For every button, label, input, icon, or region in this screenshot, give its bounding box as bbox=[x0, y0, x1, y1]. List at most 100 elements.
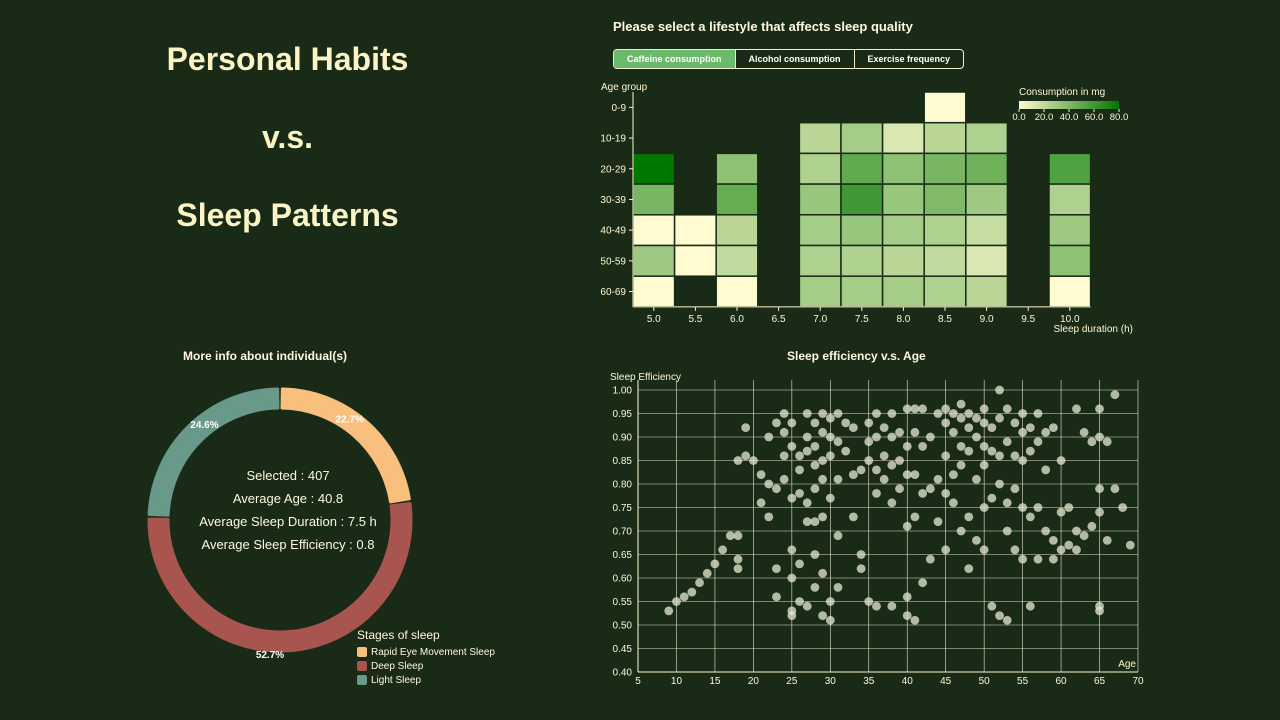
legend-label: Light Sleep bbox=[371, 674, 422, 686]
heatmap-cell bbox=[923, 244, 967, 277]
heatmap-cell bbox=[881, 214, 925, 247]
scatter-point bbox=[818, 427, 828, 437]
heatmap-y-tick-label: 50-59 bbox=[600, 256, 626, 267]
heatmap-cell bbox=[965, 275, 1009, 308]
scatter-point bbox=[1072, 545, 1081, 555]
heatmap-cell bbox=[923, 183, 967, 216]
scatter-point bbox=[687, 587, 697, 597]
heatmap-y-tick-label: 20-29 bbox=[600, 164, 626, 175]
scatter-point bbox=[910, 615, 920, 625]
scatter-point bbox=[795, 559, 804, 569]
scatter-point bbox=[1033, 437, 1043, 447]
heatmap-legend-title: Consumption in mg bbox=[1019, 87, 1105, 98]
scatter-point bbox=[741, 451, 751, 461]
scatter-point bbox=[887, 460, 897, 470]
scatter-point bbox=[848, 512, 858, 522]
scatter-point bbox=[856, 465, 866, 475]
donut-slice-label: 22.7% bbox=[335, 415, 363, 426]
heatmap-cell bbox=[798, 152, 842, 185]
scatter-chart: 0.40 0.45 0.50 0.55 0.60 0.65 0.70 0.75 0.80 0.85… bbox=[610, 372, 1144, 687]
scatter-point bbox=[979, 442, 989, 451]
scatter-point bbox=[810, 460, 820, 470]
scatter-point bbox=[987, 446, 997, 456]
heatmap-cell bbox=[715, 275, 759, 308]
page-title-line1: Personal Habits bbox=[166, 41, 409, 77]
scatter-point bbox=[1002, 498, 1012, 508]
scatter-point bbox=[802, 409, 812, 418]
scatter-point bbox=[833, 437, 843, 447]
scatter-x-tick-label: 40 bbox=[902, 676, 914, 687]
scatter-point bbox=[802, 601, 812, 611]
scatter-point bbox=[818, 512, 828, 522]
tab-caffeine[interactable]: Caffeine consumption bbox=[614, 50, 735, 68]
scatter-point bbox=[1095, 484, 1104, 494]
scatter-point bbox=[956, 526, 966, 536]
heatmap-legend-gradient bbox=[1019, 101, 1119, 109]
scatter-point bbox=[1041, 427, 1051, 437]
legend-item-deep[interactable]: Deep Sleep bbox=[357, 659, 495, 673]
heatmap-cell bbox=[632, 183, 676, 216]
scatter-point bbox=[887, 601, 897, 611]
heatmap-cell bbox=[965, 183, 1009, 216]
scatter-point bbox=[802, 517, 812, 526]
scatter-point bbox=[964, 564, 974, 573]
scatter-y-tick-label: 0.75 bbox=[613, 503, 633, 514]
tab-alcohol[interactable]: Alcohol consumption bbox=[734, 50, 854, 68]
donut-slice-label: 52.7% bbox=[256, 650, 284, 661]
scatter-point bbox=[748, 456, 758, 465]
scatter-point bbox=[895, 427, 904, 437]
scatter-point bbox=[995, 413, 1004, 423]
legend-item-rem[interactable]: Rapid Eye Movement Sleep bbox=[357, 645, 495, 659]
scatter-point bbox=[948, 498, 958, 508]
heatmap-cell bbox=[881, 183, 925, 216]
scatter-point bbox=[864, 418, 874, 428]
scatter-point bbox=[764, 479, 774, 489]
scatter-point bbox=[810, 517, 820, 526]
scatter-point bbox=[1125, 540, 1135, 550]
heatmap-heading: Please select a lifestyle that affects s… bbox=[613, 19, 913, 34]
heatmap-x-tick-label: 6.0 bbox=[730, 314, 744, 325]
scatter-y-tick-label: 0.60 bbox=[613, 574, 633, 585]
scatter-point bbox=[1025, 512, 1035, 522]
scatter-point bbox=[864, 597, 874, 606]
scatter-point bbox=[1102, 536, 1112, 545]
heatmap-x-tick-label: 6.5 bbox=[772, 314, 786, 325]
scatter-point bbox=[902, 611, 912, 620]
scatter-point bbox=[810, 442, 820, 451]
scatter-point bbox=[856, 550, 866, 559]
scatter-point bbox=[764, 512, 774, 522]
scatter-point bbox=[810, 550, 820, 559]
heatmap-x-tick-label: 9.5 bbox=[1021, 314, 1035, 325]
scatter-point bbox=[787, 418, 797, 428]
scatter-x-tick-label: 20 bbox=[748, 676, 760, 687]
scatter-point bbox=[956, 442, 966, 451]
scatter-point bbox=[795, 451, 804, 461]
heatmap-cell bbox=[1048, 275, 1092, 308]
scatter-point bbox=[772, 564, 781, 573]
heatmap-x-tick-label: 8.5 bbox=[938, 314, 952, 325]
scatter-point bbox=[1095, 432, 1104, 442]
scatter-point bbox=[895, 484, 904, 494]
scatter-x-tick-label: 60 bbox=[1056, 676, 1068, 687]
scatter-point bbox=[772, 418, 781, 428]
scatter-point bbox=[1087, 437, 1097, 447]
scatter-point bbox=[787, 442, 797, 451]
scatter-point bbox=[1102, 437, 1112, 447]
scatter-y-tick-label: 0.40 bbox=[613, 668, 633, 679]
scatter-point bbox=[733, 564, 743, 573]
heatmap-cell bbox=[798, 121, 842, 155]
scatter-point bbox=[795, 465, 804, 475]
scatter-point bbox=[918, 404, 928, 414]
scatter-point bbox=[987, 493, 997, 503]
legend-item-light[interactable]: Light Sleep bbox=[357, 673, 495, 687]
scatter-point bbox=[910, 404, 920, 414]
tab-exercise[interactable]: Exercise frequency bbox=[853, 50, 964, 68]
heatmap-y-title: Age group bbox=[601, 82, 648, 93]
scatter-point bbox=[1079, 427, 1089, 437]
legend-title: Stages of sleep bbox=[357, 628, 440, 642]
scatter-point bbox=[856, 564, 866, 573]
scatter-point bbox=[1048, 536, 1058, 545]
heatmap-legend-tick-label: 40.0 bbox=[1060, 112, 1079, 123]
heatmap-cell bbox=[798, 275, 842, 308]
scatter-point bbox=[810, 583, 820, 592]
